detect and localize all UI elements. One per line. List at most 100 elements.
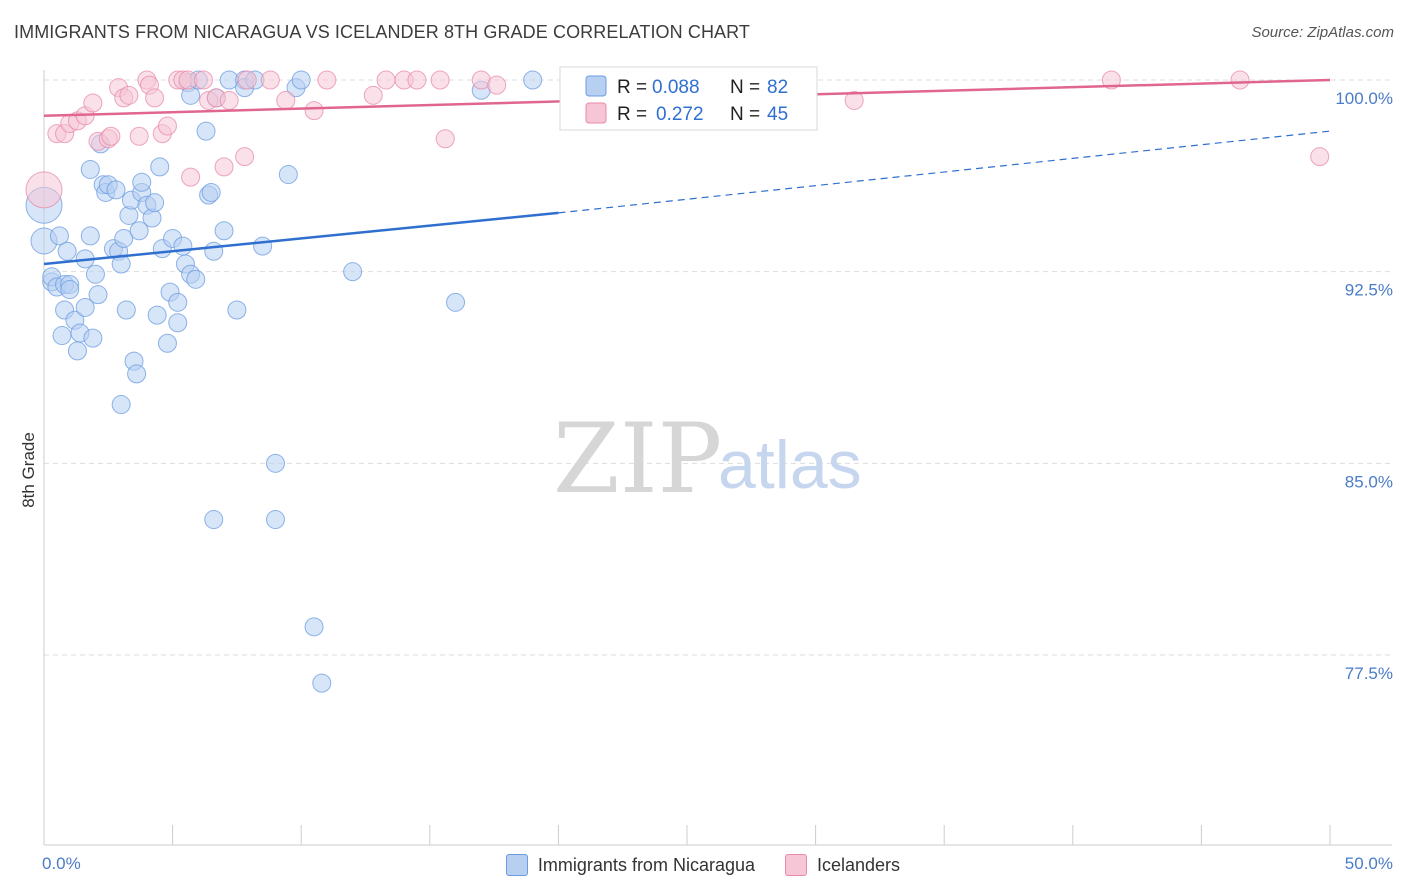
point-blue-58 bbox=[196, 121, 216, 141]
point-pink-45 bbox=[1310, 147, 1330, 167]
point-pink-26 bbox=[214, 157, 234, 177]
y-axis-label: 8th Grade bbox=[19, 432, 38, 508]
x-tick-labels: 0.0% 50.0% bbox=[42, 854, 1393, 873]
point-blue-11 bbox=[60, 280, 80, 300]
legend-label-icelanders: Icelanders bbox=[817, 854, 901, 875]
legend-swatch-icelanders bbox=[785, 854, 807, 876]
point-pink-44 bbox=[1230, 70, 1250, 90]
source-credit: Source: ZipAtlas.com bbox=[1251, 24, 1394, 41]
point-pink-34 bbox=[363, 85, 383, 105]
x-tick-label-0: 0.0% bbox=[42, 854, 81, 873]
point-blue-18 bbox=[80, 159, 100, 179]
point-pink-23 bbox=[193, 70, 213, 90]
legend-swatch-blue bbox=[585, 75, 607, 97]
point-pink-28 bbox=[235, 147, 255, 167]
point-blue-66 bbox=[227, 300, 247, 320]
legend-n-label-2: N = bbox=[730, 104, 760, 125]
watermark-zip: ZIP bbox=[553, 403, 722, 515]
point-blue-60 bbox=[201, 182, 221, 202]
point-pink-35 bbox=[376, 70, 396, 90]
point-blue-13 bbox=[67, 341, 87, 361]
point-blue-51 bbox=[173, 236, 193, 256]
watermark-atlas: atlas bbox=[718, 427, 862, 503]
y-tick-label-2: 85.0% bbox=[1345, 472, 1393, 491]
point-blue-42 bbox=[145, 193, 165, 213]
point-pink-42 bbox=[844, 90, 864, 110]
point-pink-41 bbox=[487, 75, 507, 95]
data-points bbox=[25, 70, 1330, 693]
legend-n-label-1: N = bbox=[730, 77, 760, 98]
trend-line-blue-projection bbox=[558, 130, 1331, 214]
point-pink-32 bbox=[304, 101, 324, 121]
legend-swatch-nicaragua bbox=[505, 854, 528, 876]
point-blue-16 bbox=[75, 297, 95, 317]
point-blue-61 bbox=[204, 241, 224, 261]
point-pink-27 bbox=[219, 90, 239, 110]
point-blue-20 bbox=[85, 264, 105, 284]
point-blue-21 bbox=[88, 285, 108, 305]
point-pink-31 bbox=[276, 90, 296, 110]
point-pink-18 bbox=[157, 116, 177, 136]
point-blue-30 bbox=[111, 254, 131, 274]
point-pink-39 bbox=[435, 129, 455, 149]
point-pink-12 bbox=[119, 85, 139, 105]
point-blue-75 bbox=[291, 70, 311, 90]
point-pink-29 bbox=[237, 70, 257, 90]
point-blue-36 bbox=[127, 364, 147, 384]
point-pink-16 bbox=[145, 88, 165, 108]
point-blue-39 bbox=[132, 172, 152, 192]
point-blue-78 bbox=[343, 262, 363, 282]
y-tick-label-0: 100.0% bbox=[1335, 89, 1393, 108]
point-blue-70 bbox=[253, 236, 273, 256]
point-blue-77 bbox=[312, 673, 332, 693]
y-tick-labels: 100.0% 92.5% 85.0% 77.5% bbox=[1335, 89, 1393, 683]
point-pink-37 bbox=[407, 70, 427, 90]
point-blue-44 bbox=[150, 157, 170, 177]
y-tick-label-1: 92.5% bbox=[1345, 281, 1393, 300]
point-pink-6 bbox=[83, 93, 103, 113]
point-blue-31 bbox=[114, 228, 134, 248]
point-blue-37 bbox=[129, 221, 149, 241]
point-blue-6 bbox=[52, 326, 72, 346]
point-blue-19 bbox=[83, 328, 103, 348]
point-pink-13 bbox=[129, 126, 149, 146]
point-pink-0 bbox=[25, 171, 63, 209]
point-blue-43 bbox=[147, 305, 167, 325]
y-tick-label-3: 77.5% bbox=[1345, 664, 1393, 683]
point-blue-32 bbox=[116, 300, 136, 320]
legend-swatch-pink bbox=[585, 102, 607, 124]
point-blue-76 bbox=[304, 617, 324, 637]
point-pink-38 bbox=[430, 70, 450, 90]
point-blue-81 bbox=[523, 70, 543, 90]
legend-r-value-1: 0.088 bbox=[652, 77, 700, 98]
point-blue-5 bbox=[49, 226, 69, 246]
point-blue-17 bbox=[80, 226, 100, 246]
point-pink-30 bbox=[260, 70, 280, 90]
point-blue-29 bbox=[111, 395, 131, 415]
point-blue-72 bbox=[265, 510, 285, 530]
legend-item-icelanders[interactable]: Icelanders bbox=[785, 852, 900, 878]
chart-title: IMMIGRANTS FROM NICARAGUA VS ICELANDER 8… bbox=[14, 22, 751, 42]
point-blue-64 bbox=[214, 221, 234, 241]
legend-r-label-1: R = bbox=[617, 77, 647, 98]
point-pink-43 bbox=[1101, 70, 1121, 90]
gridlines bbox=[44, 79, 1392, 656]
legend-r-value-2: 0.272 bbox=[656, 104, 704, 125]
point-pink-33 bbox=[317, 70, 337, 90]
correlation-legend: R = 0.088 N = 82 R = 0.272 N = 45 bbox=[559, 66, 818, 131]
point-pink-22 bbox=[181, 167, 201, 187]
point-blue-62 bbox=[204, 510, 224, 530]
series-legend: Immigrants from Nicaragua Icelanders bbox=[0, 852, 1406, 878]
point-blue-9 bbox=[57, 241, 77, 261]
trend-line-blue bbox=[43, 211, 559, 266]
legend-n-value-1: 82 bbox=[767, 77, 788, 98]
legend-label-nicaragua: Immigrants from Nicaragua bbox=[537, 854, 755, 875]
point-blue-73 bbox=[278, 165, 298, 185]
legend-item-nicaragua[interactable]: Immigrants from Nicaragua bbox=[505, 852, 755, 878]
point-blue-49 bbox=[168, 292, 188, 312]
point-blue-50 bbox=[168, 313, 188, 333]
point-pink-9 bbox=[101, 126, 121, 146]
point-blue-46 bbox=[157, 333, 177, 353]
point-blue-27 bbox=[106, 180, 126, 200]
